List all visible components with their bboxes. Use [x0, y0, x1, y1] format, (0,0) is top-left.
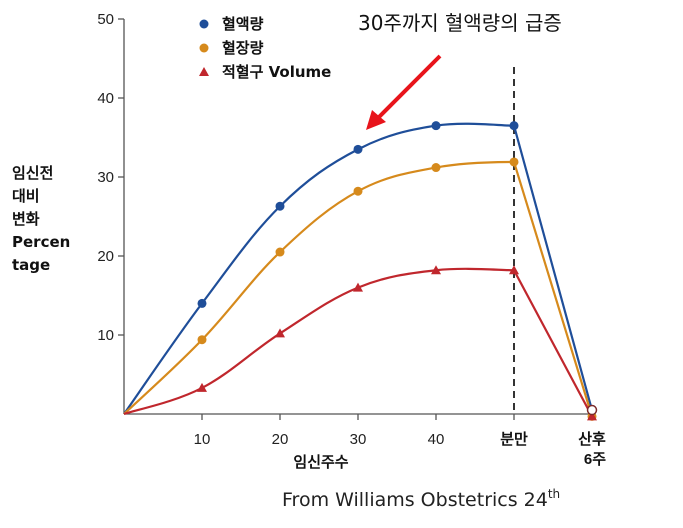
data-point [509, 265, 519, 275]
data-point [587, 411, 597, 421]
source-superscript: th [548, 487, 560, 501]
data-point [353, 282, 363, 292]
legend-label: 적혈구 Volume [222, 63, 331, 81]
data-point [353, 144, 363, 154]
x-tick-label: 20 [272, 431, 289, 448]
source-text: From Williams Obstetrics 24 [282, 489, 548, 511]
data-point [431, 163, 441, 173]
data-point [509, 121, 519, 131]
data-point [275, 201, 285, 211]
data-point-hollow [586, 404, 598, 416]
data-point [275, 328, 285, 338]
legend-label: 혈장량 [222, 39, 264, 57]
annotation-arrow [366, 54, 442, 130]
series-curves [123, 122, 594, 417]
series-line-0 [123, 122, 594, 415]
legend-marker [199, 19, 209, 29]
y-label-line: 대비 [12, 187, 40, 205]
data-point [353, 186, 363, 196]
series-markers [197, 121, 598, 421]
x-tick-label: 10 [194, 431, 211, 448]
source-note: From Williams Obstetrics 24th [282, 487, 560, 511]
series-line-2 [123, 267, 593, 417]
data-point [197, 298, 207, 308]
x-axis-label: 임신주수 [293, 454, 348, 471]
y-tick-label: 40 [97, 90, 114, 107]
legend-label: 혈액량 [222, 15, 264, 33]
axes: 10 20 30 40 50 10 20 30 40 분만 산후 6주 [97, 11, 606, 468]
x-tick-label: 40 [428, 431, 445, 448]
data-point [275, 247, 285, 257]
legend-marker [199, 67, 209, 76]
y-tick-label: 30 [97, 169, 114, 186]
data-point [431, 265, 441, 275]
annotation-text: 30주까지 혈액량의 급증 [358, 11, 562, 35]
y-label-line: 변화 [12, 210, 40, 228]
data-point [197, 382, 207, 392]
x-tick-label: 30 [350, 431, 367, 448]
y-label-line: 임신전 [12, 164, 53, 182]
y-label-line: Percen [12, 233, 70, 251]
x-tick-label: 산후 [578, 431, 606, 448]
y-tick-label: 50 [97, 11, 114, 28]
data-point [431, 121, 441, 131]
y-label-line: tage [12, 256, 50, 274]
y-tick-label: 20 [97, 248, 114, 265]
series-line-1 [123, 160, 594, 417]
data-point [197, 335, 207, 345]
x-tick-label: 6주 [584, 451, 606, 468]
x-tick-label: 분만 [500, 431, 528, 448]
legend-marker [199, 43, 209, 53]
y-tick-label: 10 [97, 327, 114, 344]
data-point [509, 157, 519, 167]
